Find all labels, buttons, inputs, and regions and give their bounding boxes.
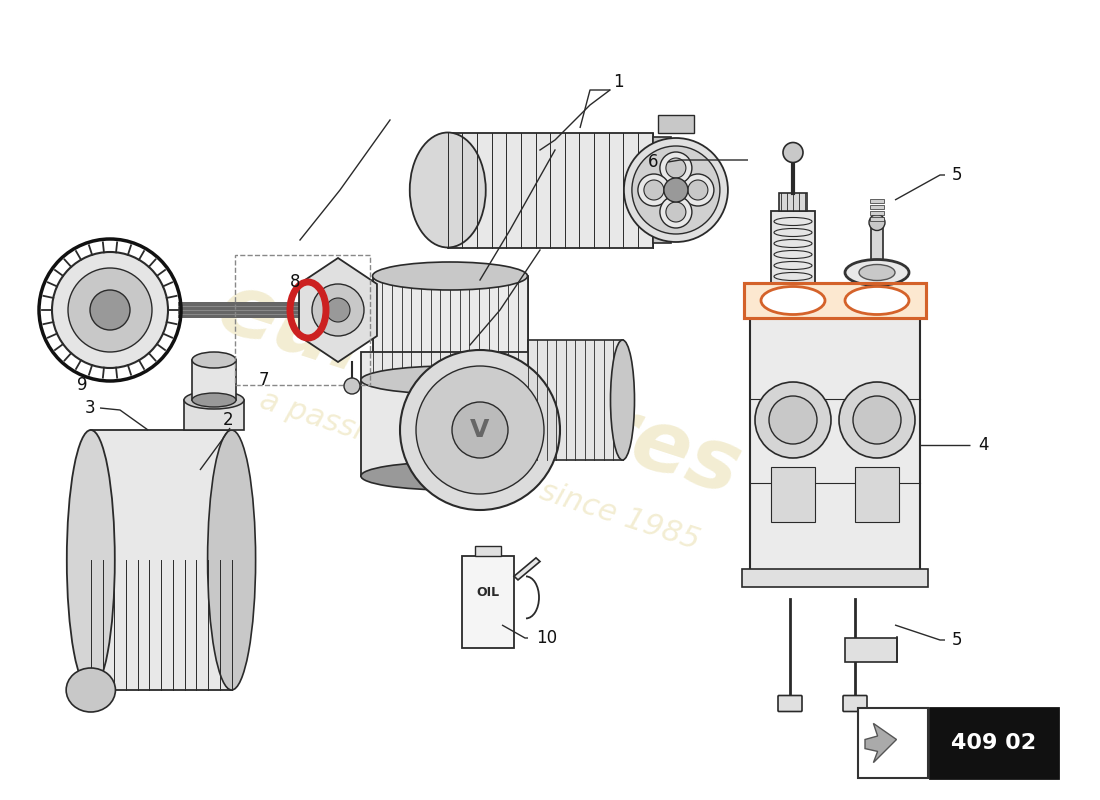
- Bar: [528, 340, 623, 460]
- Circle shape: [682, 174, 714, 206]
- Bar: [361, 352, 539, 476]
- Text: 7: 7: [258, 371, 270, 389]
- Circle shape: [664, 178, 688, 202]
- Ellipse shape: [361, 462, 539, 490]
- Text: OIL: OIL: [476, 586, 499, 598]
- Circle shape: [631, 146, 719, 234]
- Circle shape: [452, 402, 508, 458]
- Circle shape: [312, 284, 364, 336]
- Bar: [870, 198, 884, 202]
- Ellipse shape: [845, 259, 909, 286]
- Ellipse shape: [761, 286, 825, 314]
- Bar: [373, 276, 528, 380]
- Text: 409 02: 409 02: [952, 733, 1036, 753]
- FancyBboxPatch shape: [843, 695, 867, 711]
- Text: 2: 2: [222, 411, 233, 429]
- Bar: [870, 210, 884, 214]
- Bar: [771, 466, 815, 522]
- Circle shape: [90, 290, 130, 330]
- Circle shape: [666, 202, 686, 222]
- Bar: [184, 400, 244, 430]
- Ellipse shape: [208, 430, 255, 690]
- Circle shape: [326, 298, 350, 322]
- Ellipse shape: [373, 262, 528, 290]
- Bar: [658, 114, 694, 133]
- Ellipse shape: [409, 133, 486, 247]
- Polygon shape: [299, 258, 377, 362]
- Bar: [235, 255, 370, 385]
- Text: 10: 10: [536, 629, 557, 647]
- Circle shape: [52, 252, 168, 368]
- Text: eurospares: eurospares: [208, 266, 751, 514]
- Bar: [448, 133, 652, 247]
- Text: a passion for parts since 1985: a passion for parts since 1985: [256, 385, 704, 555]
- Circle shape: [68, 268, 152, 352]
- Bar: [771, 210, 815, 282]
- Bar: [750, 318, 920, 573]
- Circle shape: [666, 158, 686, 178]
- Bar: [178, 302, 315, 318]
- Bar: [858, 708, 928, 778]
- Circle shape: [839, 382, 915, 458]
- Circle shape: [638, 174, 670, 206]
- Circle shape: [769, 396, 817, 444]
- Ellipse shape: [610, 340, 635, 460]
- Polygon shape: [865, 723, 896, 762]
- Circle shape: [400, 350, 560, 510]
- Ellipse shape: [67, 430, 114, 690]
- Ellipse shape: [361, 366, 539, 394]
- Text: 1: 1: [613, 73, 624, 91]
- Bar: [475, 546, 500, 556]
- Bar: [845, 638, 896, 662]
- Circle shape: [624, 138, 728, 242]
- Circle shape: [852, 396, 901, 444]
- Text: 9: 9: [77, 376, 87, 394]
- Text: 5: 5: [952, 631, 962, 649]
- Bar: [744, 282, 926, 318]
- Ellipse shape: [192, 352, 236, 368]
- Text: 8: 8: [289, 273, 300, 291]
- Circle shape: [869, 214, 886, 230]
- Circle shape: [783, 142, 803, 162]
- Bar: [192, 360, 236, 400]
- Bar: [652, 137, 671, 243]
- Bar: [742, 569, 928, 586]
- Bar: [779, 193, 807, 210]
- Text: 5: 5: [952, 166, 962, 184]
- FancyBboxPatch shape: [778, 695, 802, 711]
- Ellipse shape: [184, 391, 244, 409]
- Text: 3: 3: [85, 399, 96, 417]
- Polygon shape: [514, 558, 540, 580]
- Circle shape: [344, 378, 360, 394]
- Circle shape: [416, 366, 544, 494]
- Bar: [871, 225, 883, 259]
- Ellipse shape: [192, 393, 236, 407]
- Circle shape: [755, 382, 830, 458]
- Circle shape: [688, 180, 708, 200]
- Bar: [855, 466, 899, 522]
- Bar: [930, 708, 1058, 778]
- Bar: [744, 282, 926, 318]
- Ellipse shape: [845, 286, 909, 314]
- Circle shape: [660, 152, 692, 184]
- Text: V: V: [471, 418, 490, 442]
- Text: 4: 4: [978, 436, 989, 454]
- Circle shape: [660, 196, 692, 228]
- Bar: [462, 556, 514, 648]
- Ellipse shape: [66, 668, 116, 712]
- Circle shape: [644, 180, 664, 200]
- Bar: [91, 430, 232, 690]
- Text: 6: 6: [648, 153, 658, 171]
- Bar: [870, 205, 884, 209]
- Bar: [870, 217, 884, 221]
- Ellipse shape: [859, 265, 895, 281]
